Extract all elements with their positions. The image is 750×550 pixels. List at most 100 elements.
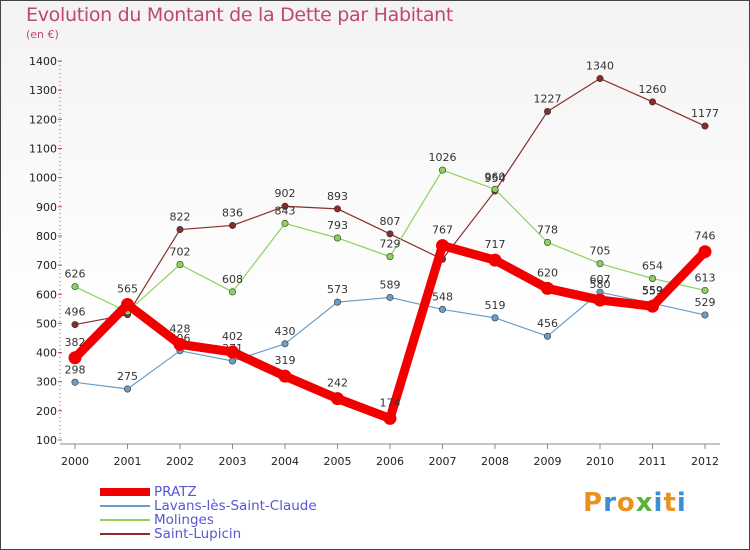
x-tick-label: 2003	[219, 455, 247, 468]
data-label: 1177	[691, 107, 719, 120]
data-point	[491, 185, 499, 193]
data-point	[331, 392, 344, 406]
data-point	[71, 283, 79, 291]
data-point	[438, 166, 446, 174]
legend-label-pratz: PRATZ	[154, 484, 197, 500]
legend-swatch-pratz	[100, 488, 150, 496]
data-label: 767	[432, 224, 453, 237]
data-label: 836	[222, 206, 243, 219]
data-point	[698, 245, 712, 259]
data-point	[124, 385, 132, 393]
data-label: 893	[327, 190, 348, 203]
x-tick-label: 2009	[534, 455, 562, 468]
data-point	[491, 314, 499, 322]
data-label: 428	[170, 322, 191, 335]
x-tick-label: 2010	[586, 455, 614, 468]
data-label: 746	[695, 230, 716, 243]
y-tick-label: 500	[36, 317, 57, 330]
data-point	[176, 261, 184, 269]
x-tick-label: 2002	[166, 455, 194, 468]
data-point	[229, 357, 237, 365]
data-label: 654	[642, 260, 663, 273]
legend-item-saint-lupicin: Saint-Lupicin	[100, 526, 400, 542]
data-label: 729	[380, 238, 401, 251]
data-point	[281, 219, 289, 227]
y-tick-label: 1300	[29, 84, 57, 97]
x-tick-label: 2004	[271, 455, 299, 468]
data-label: 529	[695, 296, 716, 309]
chart-title: Evolution du Montant de la Dette par Hab…	[26, 4, 454, 26]
y-tick-label: 100	[36, 434, 57, 447]
data-label: 960	[485, 170, 506, 183]
data-label: 705	[590, 245, 611, 258]
x-tick-label: 2000	[61, 455, 89, 468]
data-point	[646, 299, 659, 313]
data-label: 608	[222, 273, 243, 286]
x-tick-label: 2005	[324, 455, 352, 468]
data-point	[229, 288, 237, 296]
data-label: 778	[537, 223, 558, 236]
data-point	[173, 337, 187, 351]
data-label: 559	[642, 284, 663, 297]
data-point	[541, 281, 554, 295]
data-point	[438, 305, 446, 313]
data-label: 580	[590, 278, 611, 291]
data-label: 559	[642, 284, 663, 297]
x-tick-label: 2006	[376, 455, 404, 468]
y-tick-label: 200	[36, 405, 57, 418]
data-point	[543, 332, 551, 340]
legend-item-molinges: Molinges	[100, 512, 400, 528]
data-label: 402	[222, 330, 243, 343]
data-point	[593, 293, 607, 307]
data-label: 242	[327, 377, 348, 390]
legend-item-lavans: Lavans-lès-Saint-Claude	[100, 498, 400, 514]
x-tick-label: 2011	[639, 455, 667, 468]
data-point	[596, 260, 604, 268]
legend-label-saint-lupicin: Saint-Lupicin	[154, 526, 242, 542]
data-label: 519	[485, 299, 506, 312]
y-tick-label: 600	[36, 288, 57, 301]
data-label: 1260	[639, 83, 667, 96]
data-label: 702	[170, 246, 191, 259]
y-tick-label: 1100	[29, 143, 57, 156]
data-point	[333, 205, 341, 213]
data-label: 430	[275, 325, 296, 338]
data-point	[281, 202, 289, 210]
data-label: 607	[590, 273, 611, 286]
data-point	[71, 321, 79, 329]
data-label: 1340	[586, 60, 614, 73]
data-point	[121, 297, 134, 311]
data-label: 496	[65, 306, 86, 319]
legend-label-molinges: Molinges	[154, 512, 214, 528]
data-label: 1026	[429, 151, 457, 164]
data-label: 573	[327, 283, 348, 296]
chart-subtitle: (en €)	[26, 28, 59, 41]
legend-swatch-saint-lupicin	[100, 533, 150, 535]
y-tick-label: 1200	[29, 113, 57, 126]
data-label: 843	[275, 204, 296, 217]
data-label: 548	[432, 290, 453, 303]
y-tick-label: 1000	[29, 172, 57, 185]
data-point	[333, 298, 341, 306]
data-point	[176, 226, 184, 234]
data-point	[701, 286, 709, 294]
data-point	[543, 107, 551, 115]
data-label: 807	[380, 215, 401, 228]
data-point	[596, 75, 604, 83]
data-point	[648, 275, 656, 283]
legend-swatch-molinges	[100, 519, 150, 521]
data-point	[229, 221, 237, 229]
y-tick-label: 400	[36, 347, 57, 360]
y-tick-label: 900	[36, 201, 57, 214]
y-tick-label: 800	[36, 230, 57, 243]
x-tick-label: 2001	[114, 455, 142, 468]
x-tick-label: 2012	[691, 455, 719, 468]
data-point	[436, 239, 449, 253]
y-tick-label: 1400	[29, 55, 57, 68]
x-tick-label: 2007	[429, 455, 457, 468]
y-tick-label: 300	[36, 376, 57, 389]
x-tick-label: 2008	[481, 455, 509, 468]
data-label: 275	[117, 370, 138, 383]
